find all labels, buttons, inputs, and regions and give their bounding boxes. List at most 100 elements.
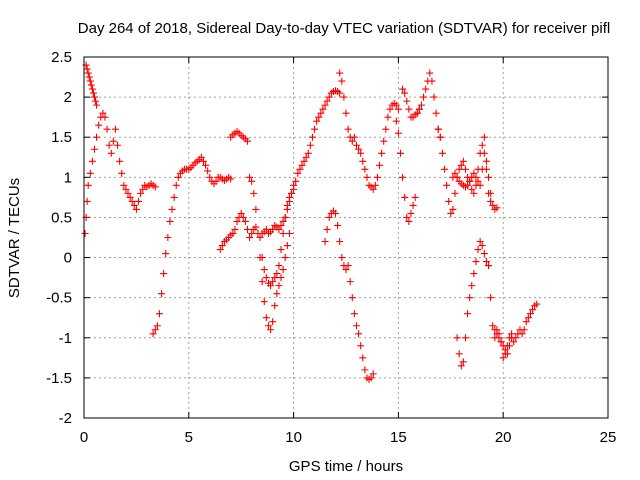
data-point: [258, 254, 266, 262]
y-tick-labels: -2 -1.5 -1 -0.5 0 0.5 1 1.5 2 2.5: [46, 49, 72, 427]
y-tick-label: 0: [64, 250, 72, 267]
data-point: [87, 81, 95, 89]
data-point: [277, 246, 285, 254]
data-point: [218, 242, 226, 250]
data-point: [520, 326, 528, 334]
data-point: [485, 173, 493, 181]
data-point: [403, 213, 411, 221]
data-point: [449, 205, 457, 213]
x-tick-labels: 0 5 10 15 20 25: [80, 429, 617, 446]
data-point: [92, 97, 100, 105]
data-point: [160, 270, 168, 278]
data-point: [508, 330, 516, 338]
y-tick-label: 1.5: [51, 129, 72, 146]
data-point: [273, 270, 281, 278]
data-point: [396, 149, 404, 157]
data-point: [229, 229, 237, 237]
data-point: [344, 125, 352, 133]
series-sat-b: [82, 61, 101, 109]
data-point: [495, 330, 503, 338]
data-point: [348, 294, 356, 302]
data-point: [350, 310, 358, 318]
data-point: [434, 125, 442, 133]
data-point: [482, 157, 490, 165]
data-point: [84, 181, 92, 189]
data-point: [478, 165, 486, 173]
data-point: [120, 181, 128, 189]
data-point: [86, 169, 94, 177]
data-point: [294, 169, 302, 177]
data-point: [325, 93, 333, 101]
data-point: [248, 229, 256, 237]
series-sat-c: [149, 153, 235, 338]
data-point: [361, 165, 369, 173]
data-point: [109, 137, 117, 145]
data-point: [262, 314, 270, 322]
data-point: [348, 137, 356, 145]
data-point: [474, 246, 482, 254]
data-point: [262, 274, 270, 282]
data-point: [313, 117, 321, 125]
data-point: [317, 109, 325, 117]
data-point: [84, 69, 92, 77]
data-point: [325, 213, 333, 221]
data-point: [248, 177, 256, 185]
data-point: [212, 177, 220, 185]
data-point: [321, 238, 329, 246]
data-point: [155, 310, 163, 318]
data-point: [350, 133, 358, 141]
data-point: [407, 209, 415, 217]
data-point: [342, 109, 350, 117]
data-point: [474, 177, 482, 185]
data-point: [459, 157, 467, 165]
x-tick-label: 25: [600, 429, 617, 446]
data-point: [403, 97, 411, 105]
data-point: [476, 238, 484, 246]
data-point: [93, 101, 101, 109]
data-point: [359, 354, 367, 362]
data-point: [413, 109, 421, 117]
data-point: [485, 262, 493, 270]
series-sat-a: [81, 109, 159, 237]
data-point: [252, 205, 260, 213]
data-point: [355, 145, 363, 153]
data-point: [373, 173, 381, 181]
data-point: [149, 330, 157, 338]
data-point: [505, 334, 513, 342]
data-point: [95, 121, 103, 129]
x-tick-label: 0: [80, 429, 88, 446]
data-point: [405, 217, 413, 225]
data-point: [453, 173, 461, 181]
data-point: [489, 201, 497, 209]
data-point: [237, 209, 245, 217]
data-point: [271, 274, 279, 282]
data-point: [401, 193, 409, 201]
data-point: [126, 193, 134, 201]
data-point: [252, 223, 260, 231]
data-point: [197, 153, 205, 161]
data-point: [88, 157, 96, 165]
data-point: [323, 225, 331, 233]
series-sat-m: [449, 149, 495, 197]
data-marks: [81, 61, 541, 383]
data-point: [89, 89, 97, 97]
series-sat-g: [258, 87, 344, 290]
data-point: [480, 250, 488, 258]
data-point: [269, 318, 277, 326]
plot-frame: [83, 56, 609, 419]
data-point: [202, 161, 210, 169]
data-point: [529, 306, 537, 314]
data-point: [417, 101, 425, 109]
data-point: [461, 165, 469, 173]
data-point: [392, 117, 400, 125]
data-point: [319, 105, 327, 113]
data-point: [158, 290, 166, 298]
series-sat-d: [227, 128, 251, 145]
data-point: [384, 113, 392, 121]
data-point: [432, 109, 440, 117]
data-point: [134, 197, 142, 205]
data-point: [204, 167, 212, 175]
data-point: [170, 193, 178, 201]
y-tick-label: 1: [64, 169, 72, 186]
